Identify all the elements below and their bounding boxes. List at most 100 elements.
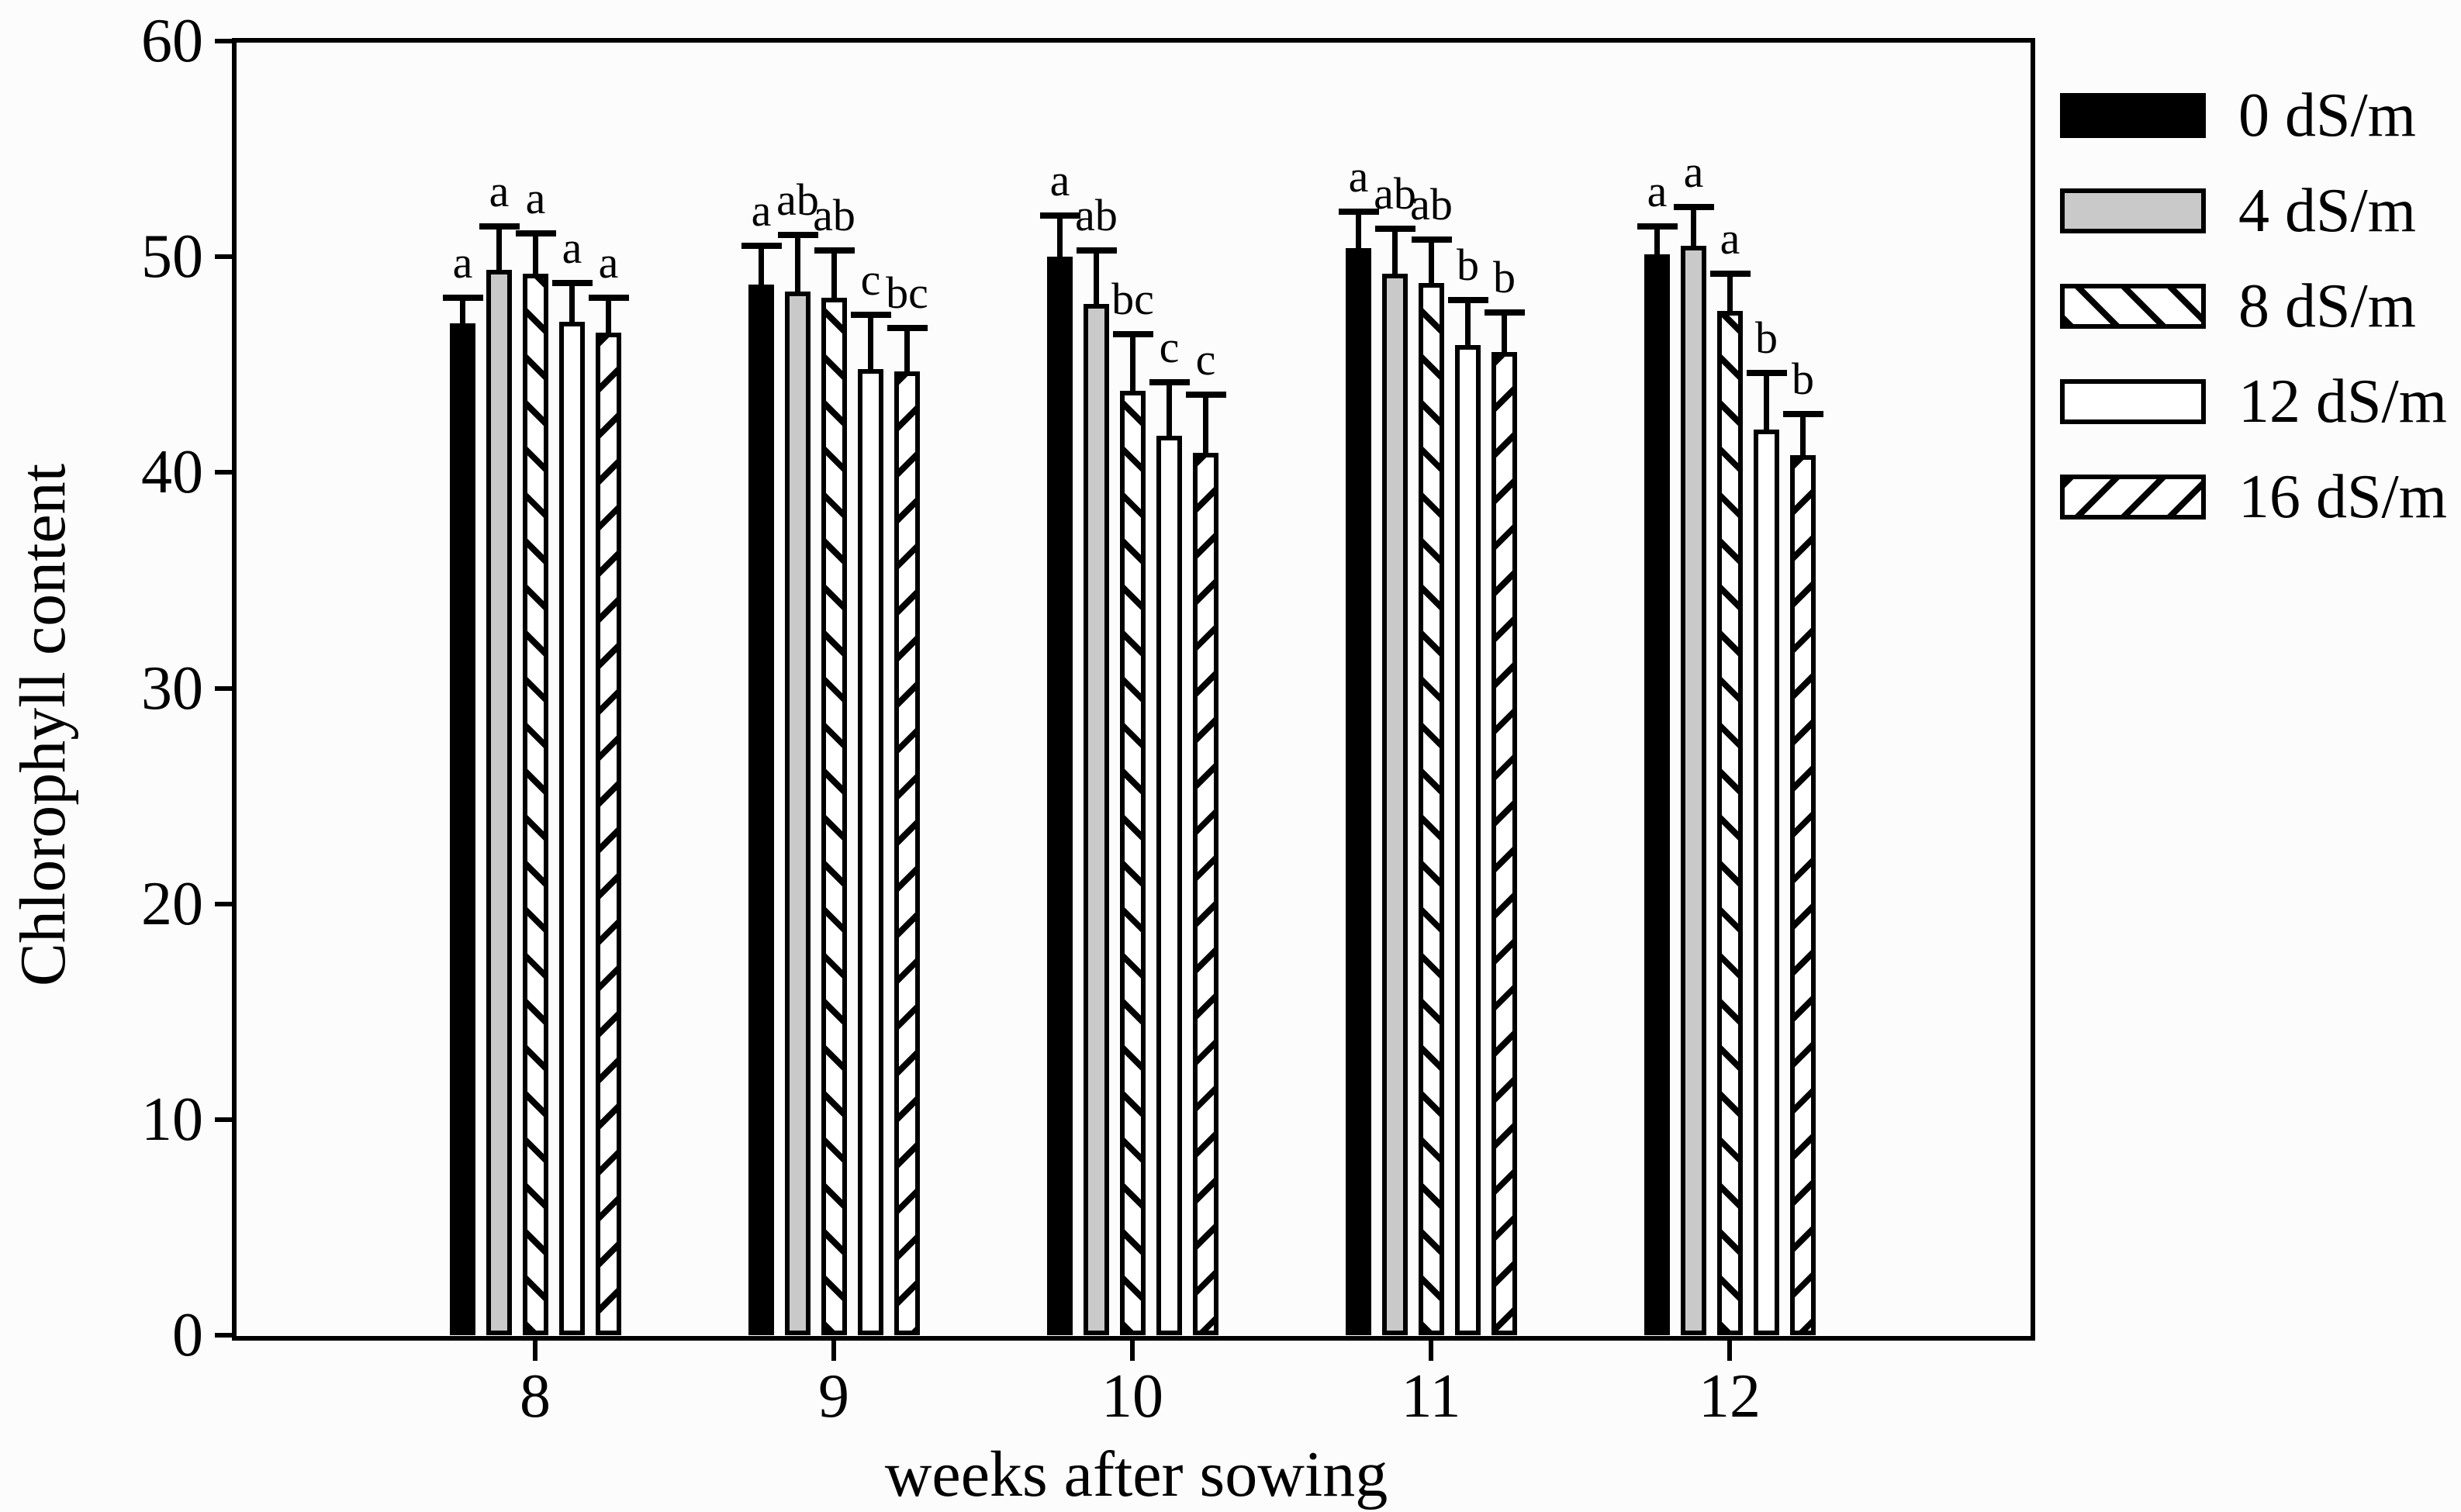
sig-letter: b <box>1792 354 1814 405</box>
error-bar-cap <box>515 230 556 236</box>
bar <box>1491 351 1517 1335</box>
error-bar-stem <box>831 250 837 298</box>
sig-letter: c <box>860 254 881 306</box>
error-bar-stem <box>533 233 538 274</box>
error-bar-cap <box>588 295 629 302</box>
sig-letter: c <box>1159 321 1180 372</box>
y-tick <box>215 254 235 260</box>
y-tick <box>215 901 235 906</box>
y-tick <box>215 1117 235 1122</box>
error-bar-cap <box>1673 204 1714 211</box>
x-axis-title: weeks after sowing <box>884 1438 1388 1510</box>
sig-letter: a <box>489 166 510 217</box>
error-bar-stem <box>1502 312 1507 352</box>
legend-label: 4 dS/m <box>2238 177 2416 245</box>
error-bar-stem <box>460 298 465 324</box>
x-tick-label: 10 <box>1101 1362 1163 1431</box>
bar <box>1455 345 1481 1335</box>
sig-letter: a <box>562 222 582 273</box>
legend-label: 12 dS/m <box>2238 368 2447 436</box>
legend-label: 8 dS/m <box>2238 272 2416 340</box>
error-bar-cap <box>850 312 891 319</box>
bar <box>858 368 883 1335</box>
error-bar-cap <box>1039 212 1080 219</box>
sig-letter: a <box>1647 166 1668 217</box>
y-tick-label: 50 <box>141 223 203 292</box>
error-bar-stem <box>1764 373 1769 430</box>
error-bar-cap <box>1447 296 1488 303</box>
bar <box>1717 310 1743 1335</box>
error-bar-stem <box>1094 250 1099 305</box>
x-tick-label: 12 <box>1699 1362 1761 1431</box>
legend-label: 16 dS/m <box>2238 463 2447 531</box>
bar <box>1156 436 1182 1335</box>
y-tick-label: 20 <box>141 869 203 938</box>
y-tick <box>215 1333 235 1338</box>
legend-label: 0 dS/m <box>2238 81 2416 150</box>
error-bar-cap <box>551 279 593 286</box>
sig-letter: ab <box>776 174 819 226</box>
error-bar-stem <box>868 315 873 369</box>
bar <box>1382 274 1408 1335</box>
legend-row: 16 dS/m <box>2060 464 2447 530</box>
bar <box>785 291 811 1335</box>
bar <box>1084 304 1109 1335</box>
bar <box>821 298 847 1335</box>
x-tick <box>533 1341 537 1361</box>
sig-letter: a <box>751 185 772 236</box>
error-bar-stem <box>1691 207 1696 247</box>
error-bar-cap <box>479 223 520 230</box>
error-bar-cap <box>1149 378 1190 385</box>
bar <box>523 274 548 1335</box>
sig-letter: ab <box>1410 178 1453 230</box>
x-tick <box>1429 1341 1433 1361</box>
x-tick <box>1130 1341 1135 1361</box>
error-bar-cap <box>1411 236 1452 243</box>
y-tick <box>215 685 235 691</box>
legend-swatch-hatch-forwardslash <box>2060 475 2206 520</box>
error-bar-cap <box>1709 271 1751 278</box>
y-tick-label: 30 <box>141 654 203 723</box>
error-bar-stem <box>1429 239 1434 283</box>
sig-letter: c <box>1195 334 1216 385</box>
bar <box>596 332 621 1335</box>
error-bar-stem <box>1057 216 1063 257</box>
bar <box>1419 282 1444 1335</box>
legend-row: 0 dS/m <box>2060 82 2447 149</box>
sig-letter: ab <box>1075 189 1118 240</box>
bar <box>1120 390 1146 1335</box>
error-bar-stem <box>795 235 800 292</box>
y-axis-title: Chlorophyll content <box>7 463 79 987</box>
sig-letter: b <box>1457 239 1479 290</box>
bar <box>1681 246 1706 1335</box>
legend: 0 dS/m 4 dS/m 8 dS/m 12 dS/m 16 dS/m <box>2060 82 2447 559</box>
error-bar-cap <box>1374 226 1415 232</box>
sig-letter: a <box>1683 147 1704 198</box>
error-bar-cap <box>442 295 483 302</box>
y-tick-label: 40 <box>141 438 203 507</box>
error-bar-cap <box>887 324 928 331</box>
sig-letter: b <box>1755 312 1778 364</box>
error-bar-stem <box>1654 226 1660 255</box>
error-bar-cap <box>1112 331 1153 338</box>
sig-letter: a <box>598 237 619 288</box>
error-bar-cap <box>1076 247 1117 254</box>
sig-letter: a <box>452 237 473 288</box>
error-bar-stem <box>569 282 575 322</box>
y-tick-label: 10 <box>141 1085 203 1154</box>
error-bar-stem <box>1130 334 1135 391</box>
error-bar-cap <box>1746 370 1787 377</box>
error-bar-stem <box>904 327 910 371</box>
bar <box>1644 254 1670 1335</box>
sig-letter: ab <box>813 189 855 240</box>
sig-letter: bc <box>886 267 928 318</box>
bar <box>894 371 920 1335</box>
error-bar-stem <box>1356 211 1361 249</box>
error-bar-cap <box>777 232 818 239</box>
error-bar-stem <box>1465 299 1471 346</box>
legend-row: 8 dS/m <box>2060 273 2447 340</box>
x-tick-label: 8 <box>520 1362 551 1431</box>
sig-letter: a <box>1348 150 1369 202</box>
